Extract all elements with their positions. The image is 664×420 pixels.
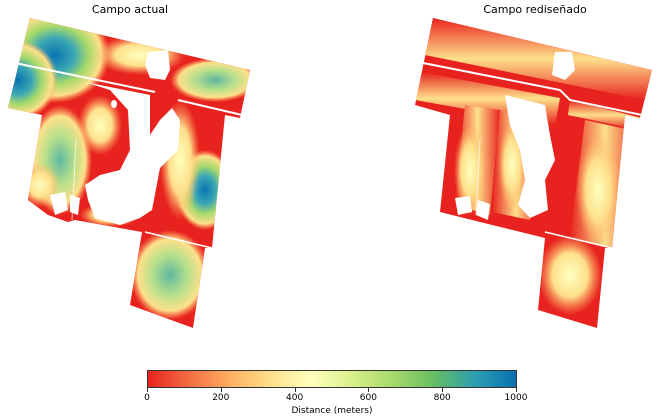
colorbar-label: Distance (meters) [291,406,373,416]
current-field-map [8,18,250,328]
redesigned-field-map [415,18,652,328]
panel-title-redesigned: Campo rediseñado [483,3,587,16]
colorbar-tick-label: 1000 [504,393,528,403]
colorbar-tick-label: 400 [286,393,304,403]
colorbar-tick-mark [368,388,370,392]
colorbar-tick-label: 800 [433,393,451,403]
colorbar-tick-mark [147,388,148,392]
colorbar-tick-mark [442,388,444,392]
colorbar-tick-mark [220,388,222,392]
colorbar-gradient [147,370,517,388]
colorbar-tick-mark [516,388,517,392]
colorbar-tick-mark [294,388,296,392]
field-maps [8,18,652,328]
colorbar-tick-label: 200 [212,393,230,403]
colorbar: 0 200 400 600 800 1000 Distance (meters) [144,370,527,420]
colorbar-tick-label: 600 [359,393,377,403]
panel-title-current: Campo actual [91,3,169,16]
colorbar-tick-label: 0 [144,393,150,403]
